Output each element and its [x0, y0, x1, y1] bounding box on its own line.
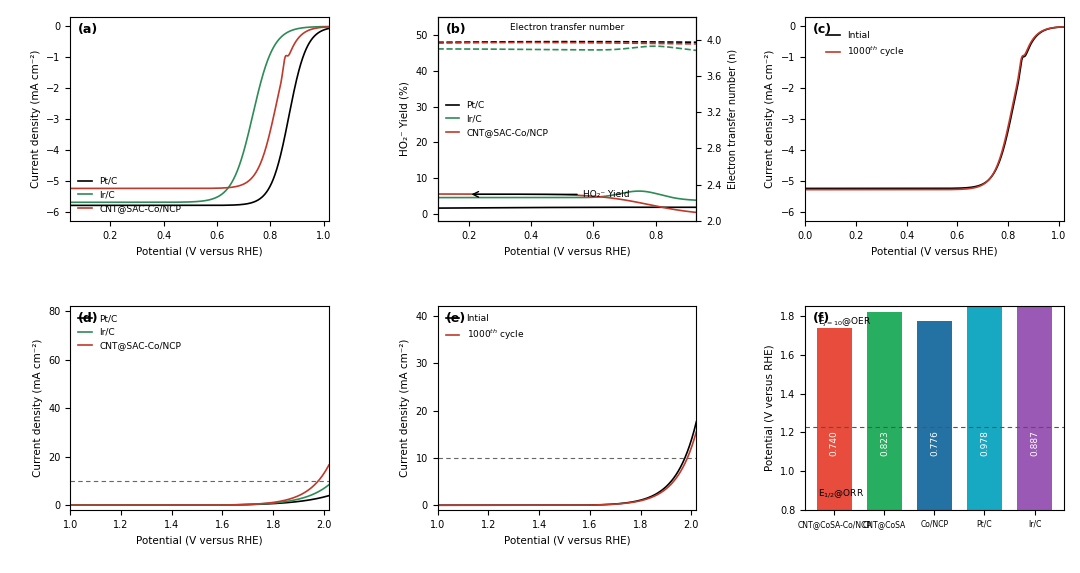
Legend: Intial, 1000$^{th}$ cycle: Intial, 1000$^{th}$ cycle [442, 311, 527, 346]
Bar [867, 312, 902, 510]
Bar [1017, 299, 1052, 510]
Bar [816, 328, 852, 510]
Text: 0.740: 0.740 [829, 430, 839, 456]
Text: Electron transfer number: Electron transfer number [510, 23, 624, 32]
Text: 0.978: 0.978 [980, 430, 989, 456]
X-axis label: Potential (V versus RHE): Potential (V versus RHE) [503, 535, 631, 545]
Text: 0.823: 0.823 [880, 430, 889, 456]
Legend: Pt/C, Ir/C, CNT@SAC-Co/NCP: Pt/C, Ir/C, CNT@SAC-Co/NCP [75, 173, 185, 216]
X-axis label: Potential (V versus RHE): Potential (V versus RHE) [503, 246, 631, 256]
Y-axis label: Current density (mA cm⁻²): Current density (mA cm⁻²) [766, 50, 775, 188]
Legend: Pt/C, Ir/C, CNT@SAC-Co/NCP: Pt/C, Ir/C, CNT@SAC-Co/NCP [442, 97, 552, 140]
Legend: Intial, 1000$^{th}$ cycle: Intial, 1000$^{th}$ cycle [823, 28, 908, 63]
Text: 0.887: 0.887 [1030, 430, 1039, 456]
Y-axis label: HO₂⁻ Yield (%): HO₂⁻ Yield (%) [400, 81, 410, 156]
Text: (e): (e) [445, 312, 465, 325]
Text: 0.776: 0.776 [930, 430, 939, 456]
Text: (d): (d) [78, 312, 98, 325]
Legend: Pt/C, Ir/C, CNT@SAC-Co/NCP: Pt/C, Ir/C, CNT@SAC-Co/NCP [75, 311, 185, 354]
Text: (f): (f) [813, 312, 831, 325]
Y-axis label: Potential (V versus RHE): Potential (V versus RHE) [765, 345, 774, 472]
Y-axis label: Electron transfer number (n): Electron transfer number (n) [727, 49, 737, 189]
X-axis label: Potential (V versus RHE): Potential (V versus RHE) [136, 246, 262, 256]
Text: (a): (a) [78, 23, 98, 36]
Y-axis label: Current density (mA cm⁻²): Current density (mA cm⁻²) [30, 50, 41, 188]
X-axis label: Potential (V versus RHE): Potential (V versus RHE) [872, 246, 998, 256]
Text: E$_{j=10}$@OER: E$_{j=10}$@OER [818, 316, 872, 328]
Text: E$_{1/2}$@ORR: E$_{1/2}$@ORR [818, 487, 864, 500]
Text: (c): (c) [813, 23, 832, 36]
Text: (b): (b) [445, 23, 465, 36]
Bar [967, 281, 1002, 510]
X-axis label: Potential (V versus RHE): Potential (V versus RHE) [136, 535, 262, 545]
Y-axis label: Current density (mA cm⁻²): Current density (mA cm⁻²) [400, 339, 410, 477]
Bar [917, 321, 951, 510]
Y-axis label: Current density (mA cm⁻²): Current density (mA cm⁻²) [32, 339, 42, 477]
Text: HO₂⁻ Yield: HO₂⁻ Yield [582, 190, 630, 199]
